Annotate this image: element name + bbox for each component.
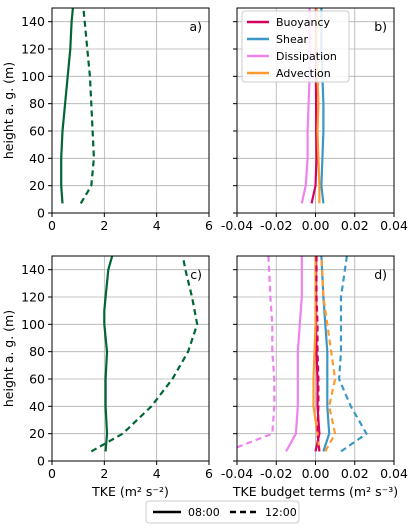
y-tick-label: 20 [29, 426, 45, 441]
x-tick-label: 0 [48, 218, 56, 233]
legend-label-dissipation: Dissipation [276, 50, 337, 63]
x-tick-label: 0.04 [380, 466, 408, 481]
legend-solid-label: 08:00 [188, 506, 220, 519]
panel-4: -0.04 -0.02 0.00 0.02 0.04 TKE budget terms (… [221, 255, 408, 499]
y-tick-label: 120 [21, 42, 45, 57]
axes-frame [51, 255, 210, 462]
panel-label: c) [190, 267, 202, 282]
tke-0800-line [60, 8, 74, 204]
x-tick-label: 0.00 [302, 466, 330, 481]
advection-1200-line [320, 256, 337, 452]
axes-frame [51, 7, 210, 214]
x-tick-label: 0.02 [341, 466, 369, 481]
panel-legend-frame [241, 10, 350, 83]
y-tick-label: 0 [37, 206, 45, 221]
tke-1200-line [90, 256, 199, 453]
x-tick-label: 6 [205, 466, 213, 481]
tke-1200-line [79, 8, 96, 204]
y-tick-label: 120 [21, 290, 45, 305]
x-tick-label: -0.04 [221, 466, 253, 481]
panel-label: a) [189, 19, 202, 34]
panel-2: -0.04 -0.02 0.00 0.02 0.04 b) Buoyancy Shear Dis… [221, 7, 408, 233]
y-tick-label: 100 [21, 317, 45, 332]
y-tick-label: 60 [29, 124, 45, 139]
x-tick-label: -0.02 [260, 218, 292, 233]
figure-legend: 08:00 12:00 [145, 500, 300, 524]
legend-label-buoyancy: Buoyancy [276, 16, 331, 29]
buoyancy-1200-line [315, 256, 321, 452]
x-tick-label: 0.00 [302, 218, 330, 233]
x-tick-label: -0.04 [221, 218, 253, 233]
y-axis-label: height a. g. (m) [1, 310, 16, 407]
legend-label-advection: Advection [276, 67, 331, 80]
dissipation-0800-line [285, 256, 303, 452]
y-tick-label: 60 [29, 372, 45, 387]
x-axis-label: TKE (m² s⁻²) [91, 484, 169, 499]
grid [51, 8, 210, 214]
x-tick-label: 2 [100, 466, 108, 481]
panel-legend: Buoyancy Shear Dissipation Advection [241, 10, 350, 83]
x-tick-label: 6 [205, 218, 213, 233]
y-axis-label: height a. g. (m) [1, 62, 16, 159]
series-group [90, 256, 199, 453]
panel-label: b) [374, 19, 387, 34]
y-tick-label: 40 [29, 399, 45, 414]
shear-1200-line [338, 256, 368, 453]
legend-dashed-label: 12:00 [265, 506, 297, 519]
panel-label: d) [374, 267, 387, 282]
y-tick-label: 140 [21, 14, 45, 29]
x-tick-label: 0 [48, 466, 56, 481]
y-tick-label: 100 [21, 69, 45, 84]
y-tick-label: 140 [21, 262, 45, 277]
y-tick-label: 0 [37, 454, 45, 469]
legend-label-shear: Shear [276, 33, 308, 46]
x-tick-label: 4 [153, 466, 161, 481]
x-tick-label: 0.02 [341, 218, 369, 233]
y-tick-label: 80 [29, 96, 45, 111]
x-tick-label: 0.04 [380, 218, 408, 233]
y-tick-label: 20 [29, 178, 45, 193]
y-tick-label: 80 [29, 344, 45, 359]
x-tick-label: 2 [100, 218, 108, 233]
series-group [237, 256, 368, 453]
x-tick-label: -0.02 [260, 466, 292, 481]
dissipation-1200-line [237, 256, 276, 449]
x-tick-label: 4 [153, 218, 161, 233]
series-group [60, 8, 96, 204]
x-axis-label: TKE budget terms (m² s⁻³) [232, 484, 398, 499]
tke-0800-line [103, 256, 114, 452]
figure-legend-frame [145, 500, 300, 524]
y-tick-label: 40 [29, 151, 45, 166]
